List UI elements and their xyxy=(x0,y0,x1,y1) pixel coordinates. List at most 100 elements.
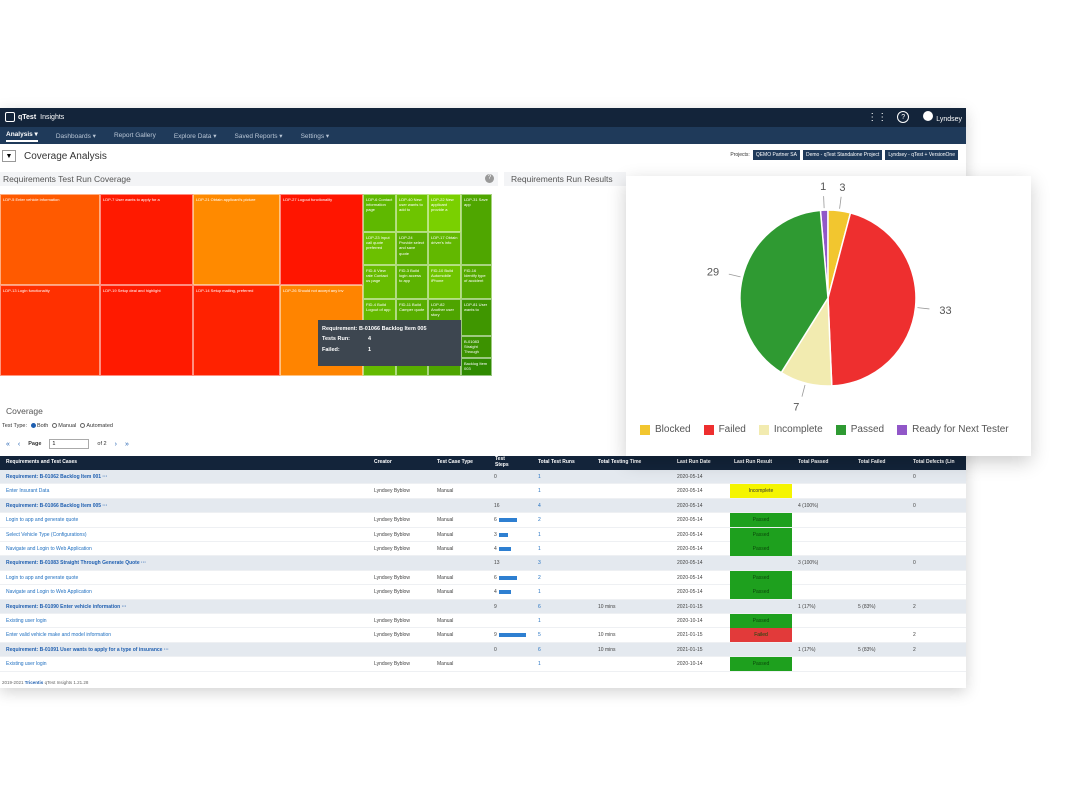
legend-item[interactable]: Ready for Next Tester xyxy=(897,424,1009,435)
col-header[interactable]: Requirements and Test Cases xyxy=(6,459,78,465)
treemap-cell[interactable]: B-01083 Straight Through xyxy=(461,336,492,358)
nav-explore-data[interactable]: Explore Data ▾ xyxy=(173,132,217,140)
col-header[interactable]: Total Passed xyxy=(798,459,829,465)
requirement-row[interactable]: Requirement: B-01062 Backlog Item 001 ··… xyxy=(0,470,966,485)
nav-saved-reports[interactable]: Saved Reports ▾ xyxy=(234,132,283,140)
treemap-cell[interactable]: LDP-7 User wants to apply for a xyxy=(100,194,193,285)
treemap-cell[interactable]: LDP-24 Provide select and save quote xyxy=(396,232,428,265)
test-type-both[interactable]: Both xyxy=(30,423,48,429)
treemap-cell[interactable]: LDP-22 New applicant provide a xyxy=(428,194,461,232)
cell-name[interactable]: Existing user login xyxy=(6,661,47,668)
cell-name[interactable]: Login to app and generate quote xyxy=(6,574,79,581)
col-header[interactable]: Test Steps xyxy=(495,456,509,468)
test-type-manual[interactable]: Manual xyxy=(52,423,76,429)
treemap-cell[interactable]: LDP-6 Contact information page xyxy=(363,194,396,232)
cell-runs[interactable]: 5 xyxy=(538,632,541,639)
project-chip[interactable]: Lyndsey - qTest + VersionOne xyxy=(885,150,958,160)
treemap-cell[interactable]: LDP-81 User wants to xyxy=(461,299,492,336)
pie-slice-failed[interactable] xyxy=(827,211,917,387)
apps-grid-icon[interactable]: ⋮⋮ xyxy=(867,111,888,123)
test-case-row[interactable]: Select Vehicle Type (Configurations) Lynd… xyxy=(0,527,966,542)
legend-item[interactable]: Blocked xyxy=(640,424,691,435)
treemap-cell[interactable]: LDP-23 Input call quote preferred xyxy=(363,232,396,265)
first-page-icon[interactable]: « xyxy=(6,440,10,448)
treemap-cell[interactable]: LDP-5 Enter vehicle information xyxy=(0,194,100,285)
treemap-cell[interactable]: FID-3 Build login access to app xyxy=(396,265,428,299)
treemap-cell[interactable]: FID-6 View rate Contact us page xyxy=(363,265,396,299)
prev-page-icon[interactable]: ‹ xyxy=(17,440,21,448)
logo[interactable]: qTest Insights xyxy=(5,112,64,122)
col-header[interactable]: Last Run Result xyxy=(734,459,773,465)
cell-name[interactable]: Requirement: B-01083 Straight Through Ge… xyxy=(6,560,147,567)
legend-item[interactable]: Incomplete xyxy=(758,424,823,435)
test-case-row[interactable]: Login to app and generate quote Lyndsey B… xyxy=(0,570,966,586)
test-case-row[interactable]: Enter valid vehicle make and model infor… xyxy=(0,628,966,643)
next-page-icon[interactable]: › xyxy=(114,440,117,448)
nav-report-gallery[interactable]: Report Gallery xyxy=(113,132,156,139)
cell-name[interactable]: Select Vehicle Type (Configurations) xyxy=(6,531,87,538)
treemap-cell[interactable]: FID-16 Identify type of accident xyxy=(461,265,492,299)
nav-analysis[interactable]: Analysis ▾ xyxy=(6,130,38,142)
treemap-cell[interactable]: Backlog Item 003 xyxy=(461,358,492,376)
test-case-row[interactable]: Navigate and Login to Web Application Lyn… xyxy=(0,585,966,600)
cell-name[interactable]: Requirement: B-01062 Backlog Item 001 ··… xyxy=(6,474,108,480)
treemap-cell[interactable]: LDP-27 Logout functionality xyxy=(280,194,363,285)
test-case-row[interactable]: Enter Insurant Data Lyndsey Byblow Manual 1… xyxy=(0,484,966,499)
treemap-cell[interactable]: LDP-31 Save app xyxy=(461,194,492,265)
cell-runs[interactable]: 1 xyxy=(538,589,541,596)
cell-runs[interactable]: 1 xyxy=(538,661,541,668)
col-header[interactable]: Creator xyxy=(374,459,392,465)
nav-dashboards[interactable]: Dashboards ▾ xyxy=(55,132,96,140)
pie-slice-passed[interactable] xyxy=(739,209,829,374)
user-menu[interactable]: Lyndsey xyxy=(923,111,962,123)
test-case-row[interactable]: Login to app and generate quote Lyndsey B… xyxy=(0,513,966,528)
project-chip[interactable]: QEMO Partner SA xyxy=(752,150,800,160)
cell-runs[interactable]: 6 xyxy=(538,646,541,653)
filter-icon[interactable]: ▼ xyxy=(2,150,16,162)
col-header[interactable]: Total Testing Time xyxy=(598,459,642,465)
treemap-cell[interactable]: LDP-14 Setup mailing, preferred xyxy=(193,285,280,376)
treemap-cell[interactable]: LDP-13 Login functionality xyxy=(0,285,100,376)
cell-runs[interactable]: 1 xyxy=(538,618,541,624)
cell-name[interactable]: Login to app and generate quote xyxy=(6,517,79,524)
test-case-row[interactable]: Existing user login Lyndsey Byblow Manual 1… xyxy=(0,614,966,629)
page-number-input[interactable] xyxy=(49,439,90,449)
cell-runs[interactable]: 1 xyxy=(538,488,541,495)
cell-runs[interactable]: 2 xyxy=(538,574,541,581)
cell-name[interactable]: Existing user login xyxy=(6,618,47,624)
cell-name[interactable]: Requirement: B-01091 User wants to apply… xyxy=(6,646,169,653)
treemap-cell[interactable]: LDP-19 Setup deal and highlight xyxy=(100,285,193,376)
treemap-cell[interactable]: FID-10 Build Automobile iPhone xyxy=(428,265,461,299)
last-page-icon[interactable]: » xyxy=(124,440,129,448)
cell-name[interactable]: Enter Insurant Data xyxy=(6,488,50,495)
footer-company[interactable]: Tricentis xyxy=(24,680,44,685)
cell-runs[interactable]: 3 xyxy=(538,560,541,567)
col-header[interactable]: Total Test Runs xyxy=(538,459,575,465)
col-header[interactable]: Total Defects (Lin xyxy=(913,459,955,465)
test-case-row[interactable]: Existing user login Lyndsey Byblow Manual 1… xyxy=(0,657,966,672)
legend-item[interactable]: Passed xyxy=(835,424,884,435)
cell-runs[interactable]: 4 xyxy=(538,502,541,509)
requirement-row[interactable]: Requirement: B-01090 Enter vehicle infor… xyxy=(0,599,966,614)
col-header[interactable]: Last Run Date xyxy=(677,459,711,465)
cell-name[interactable]: Enter valid vehicle make and model infor… xyxy=(6,632,112,639)
help-icon[interactable]: ? xyxy=(897,111,910,123)
nav-settings[interactable]: Settings ▾ xyxy=(300,132,330,140)
cell-runs[interactable]: 1 xyxy=(538,531,541,538)
cell-runs[interactable]: 6 xyxy=(538,603,541,610)
col-header[interactable]: Test Case Type xyxy=(437,459,473,465)
requirement-row[interactable]: Requirement: B-01066 Backlog Item 005 ··… xyxy=(0,498,966,514)
panel-help-icon[interactable]: ? xyxy=(485,174,494,183)
test-type-automated[interactable]: Automated xyxy=(80,423,113,429)
cell-name[interactable]: Requirement: B-01090 Enter vehicle infor… xyxy=(6,603,127,610)
cell-runs[interactable]: 1 xyxy=(538,546,541,552)
requirement-row[interactable]: Requirement: B-01091 User wants to apply… xyxy=(0,642,966,658)
treemap-cell[interactable]: LDP-21 Obtain applicant's picture xyxy=(193,194,280,285)
cell-runs[interactable]: 2 xyxy=(538,517,541,524)
treemap-cell[interactable]: LDP-17 Obtain driver's info xyxy=(428,232,461,265)
project-chip[interactable]: Demo - qTest Standalone Project xyxy=(802,150,883,160)
cell-name[interactable]: Navigate and Login to Web Application xyxy=(6,589,92,596)
col-header[interactable]: Total Failed xyxy=(858,459,886,465)
requirement-row[interactable]: Requirement: B-01083 Straight Through Ge… xyxy=(0,556,966,571)
cell-runs[interactable]: 1 xyxy=(538,474,541,480)
